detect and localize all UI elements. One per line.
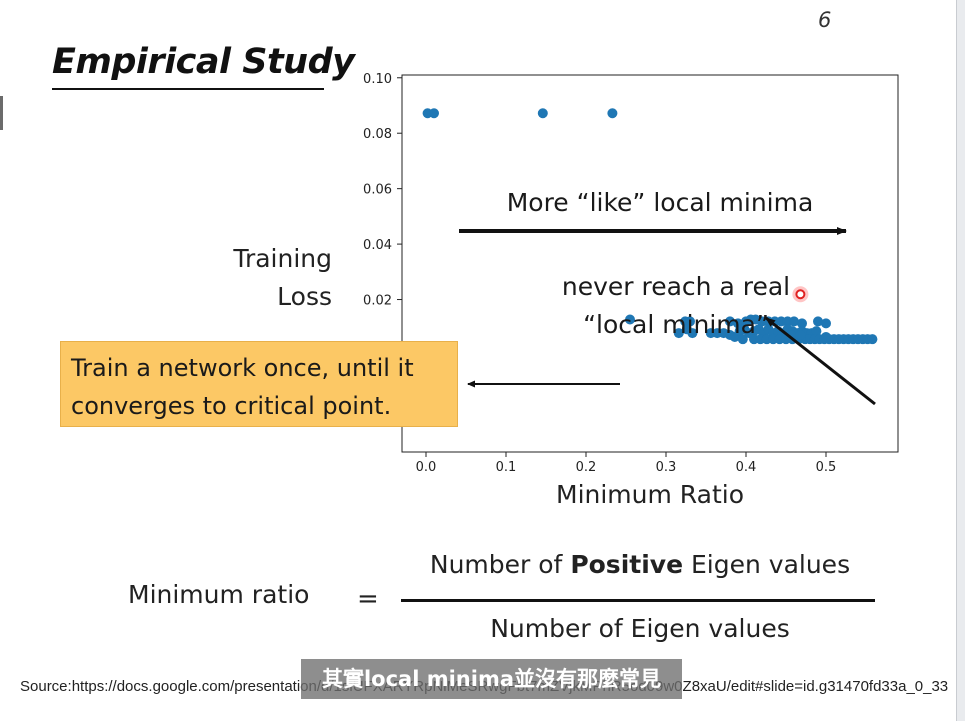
formula-left-term: Minimum ratio [128, 580, 310, 609]
page-marker: 6 [818, 8, 832, 32]
callout-line2: converges to critical point. [71, 392, 392, 420]
data-point [867, 334, 878, 345]
slide-title: Empirical Study [52, 42, 355, 82]
numerator-pre: Number of [429, 550, 571, 579]
y-axis-label-line2: Loss [277, 282, 332, 311]
numerator-bold: Positive [570, 550, 684, 579]
y-axis-label-line1: Training [233, 244, 332, 273]
callout-line1: Train a network once, until it [71, 354, 414, 382]
formula-denominator: Number of Eigen values [490, 614, 790, 643]
window-edge-tick [0, 96, 3, 130]
y-tick-label: 0.08 [363, 127, 392, 142]
callout-box: Train a network once, until it converges… [60, 341, 458, 427]
x-tick-label: 0.3 [656, 460, 677, 475]
data-point [625, 314, 635, 325]
data-point [789, 316, 799, 327]
y-tick-label: 0.10 [363, 72, 392, 87]
cursor-pointer [795, 289, 806, 300]
more-like-minima-label: More “like” local minima [506, 188, 814, 217]
never-reach-line2: “local minima” [583, 310, 769, 339]
x-tick-label: 0.2 [576, 460, 597, 475]
data-point [537, 108, 548, 119]
data-point [429, 108, 439, 119]
data-point [687, 328, 698, 339]
data-point [673, 328, 684, 339]
data-point [737, 334, 748, 345]
data-point [685, 316, 695, 327]
data-point [811, 326, 822, 337]
data-point [795, 330, 806, 341]
x-axis-label: Minimum Ratio [556, 480, 744, 509]
fraction-line [401, 599, 875, 602]
y-axis-label: Training Loss [198, 240, 332, 316]
data-point [785, 330, 796, 341]
x-tick-label: 0.0 [416, 460, 437, 475]
x-tick-label: 0.5 [816, 460, 837, 475]
y-tick-label: 0.04 [363, 238, 392, 253]
plot-area [401, 74, 899, 453]
data-point [725, 316, 735, 327]
data-point [797, 318, 807, 329]
data-point [607, 108, 618, 119]
numerator-post: Eigen values [683, 550, 851, 579]
title-underline [52, 88, 324, 90]
data-point [813, 316, 823, 327]
never-reach-line1: never reach a real [561, 272, 791, 301]
video-subtitle: 其實local minima並沒有那麼常見 [301, 659, 682, 699]
data-point [821, 318, 831, 329]
x-axis-ticks: 0.0 0.1 0.2 0.3 0.4 0.5 [416, 452, 837, 475]
y-tick-label: 0.06 [363, 183, 392, 198]
x-tick-label: 0.1 [496, 460, 517, 475]
y-axis-ticks: 0.02 0.04 0.06 0.08 0.10 [363, 72, 402, 309]
formula-equals: = [357, 584, 379, 614]
never-reach-label: never reach a real “local minima” [538, 268, 814, 344]
data-point [733, 318, 743, 329]
window-edge [956, 0, 965, 721]
never-reach-arrow [765, 316, 876, 406]
y-tick-label: 0.02 [363, 294, 392, 309]
x-tick-label: 0.4 [736, 460, 757, 475]
data-point [821, 331, 831, 342]
formula-numerator: Number of Positive Eigen values [400, 550, 880, 579]
